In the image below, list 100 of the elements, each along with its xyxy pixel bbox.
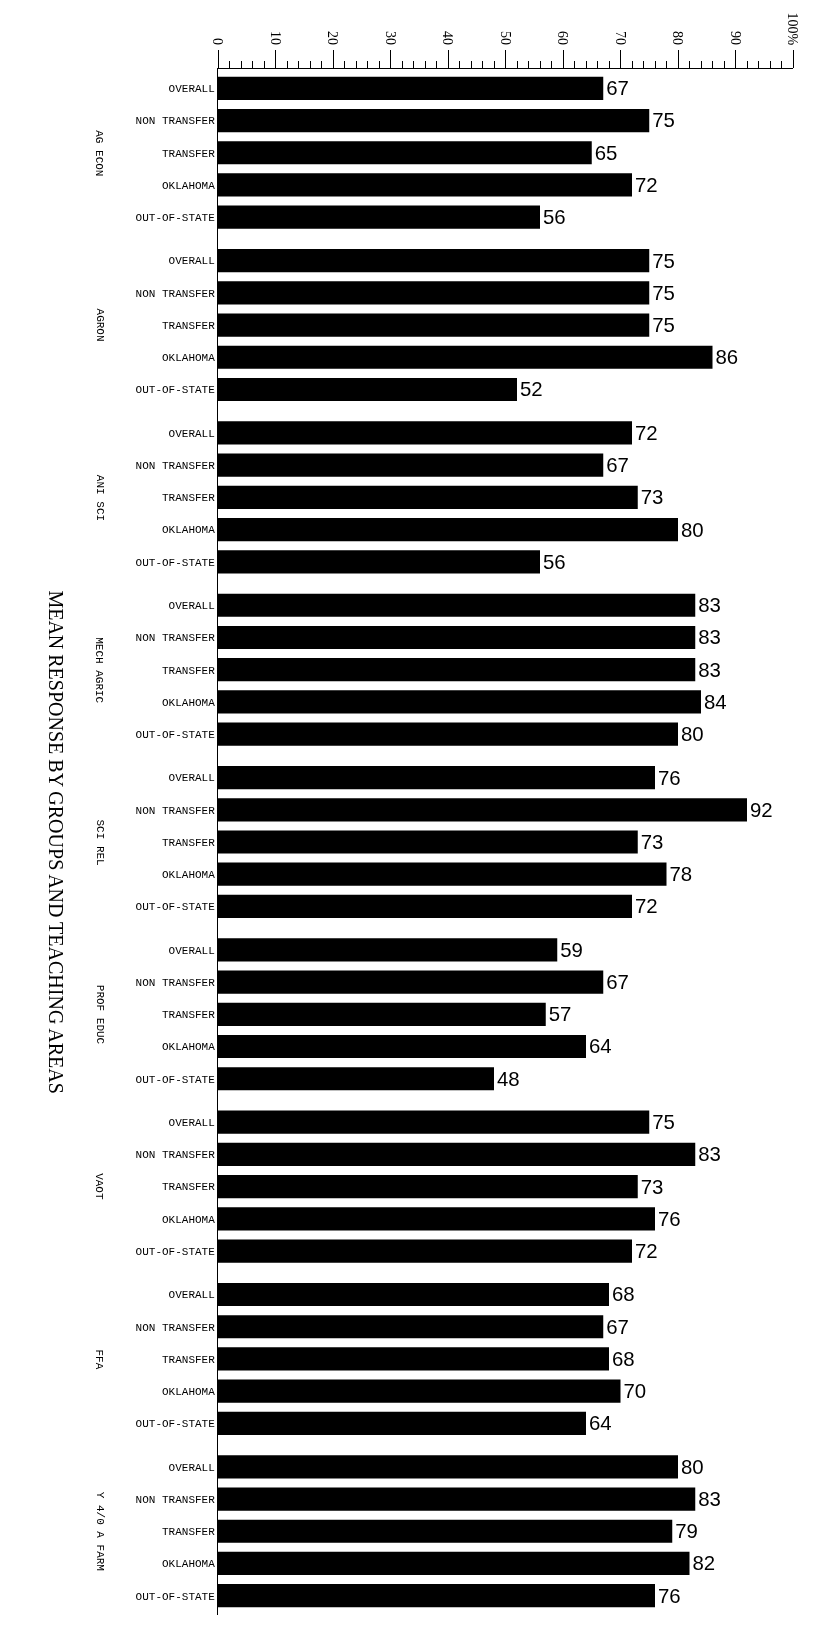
data-label: 72 xyxy=(635,1240,658,1262)
y-tick-label: NON TRANSFER xyxy=(135,1493,216,1506)
data-label: 84 xyxy=(704,690,727,713)
data-label: 75 xyxy=(652,281,675,304)
y-tick-label: NON TRANSFER xyxy=(135,804,216,817)
y-tick-label: OVERALL xyxy=(168,772,215,785)
data-label: 72 xyxy=(635,895,658,918)
y-tick-label: OKLAHOMA xyxy=(161,1386,216,1398)
x-tick-label: 60 xyxy=(555,31,571,46)
data-label: 64 xyxy=(589,1035,612,1058)
y-tick-label: OKLAHOMA xyxy=(161,869,216,882)
y-tick-label: OVERALL xyxy=(168,1461,215,1474)
data-label: 82 xyxy=(692,1552,716,1575)
y-tick-label: NON TRANSFER xyxy=(135,976,216,989)
y-tick-label: OVERALL xyxy=(168,600,215,613)
y-tick-label: TRANSFER xyxy=(161,147,216,160)
y-tick-label: OUT-OF-STATE xyxy=(135,384,216,397)
data-label: 48 xyxy=(497,1067,520,1090)
data-label: 73 xyxy=(640,830,664,853)
data-label: 72 xyxy=(635,173,658,196)
data-label: 76 xyxy=(658,1584,681,1607)
data-label: 52 xyxy=(520,378,543,401)
data-label: 70 xyxy=(623,1380,647,1403)
y-tick-label: TRANSFER xyxy=(161,492,216,505)
data-label: 80 xyxy=(681,1455,704,1478)
data-label: 83 xyxy=(698,1488,721,1511)
y-tick-label: OVERALL xyxy=(168,1117,215,1130)
data-label: 83 xyxy=(698,658,721,681)
data-label: 80 xyxy=(681,518,704,541)
text: AGRON xyxy=(93,308,106,342)
y-tick-label: OUT-OF-STATE xyxy=(135,1418,216,1431)
y-tick-label: TRANSFER xyxy=(161,319,216,332)
text: PROF EDUC xyxy=(93,984,106,1045)
data-label: 57 xyxy=(548,1003,572,1026)
text: MEAN RESPONSE BY GROUPS AND TEACHING AREAS xyxy=(44,590,67,1094)
x-tick-label: 70 xyxy=(612,31,628,46)
y-tick-label: OVERALL xyxy=(168,427,215,440)
y-tick-label: OKLAHOMA xyxy=(161,1041,216,1054)
y-tick-label: OVERALL xyxy=(168,255,215,268)
data-label: 92 xyxy=(750,798,773,821)
x-tick-label: 10 xyxy=(267,31,283,46)
x-tick-label: 0 xyxy=(210,38,226,46)
y-tick-label: NON TRANSFER xyxy=(135,287,216,300)
data-label: 76 xyxy=(658,1207,681,1230)
data-label: 65 xyxy=(594,141,618,164)
y-tick-label: OVERALL xyxy=(168,83,215,96)
x-tick-label: 20 xyxy=(325,31,341,46)
y-tick-label: NON TRANSFER xyxy=(135,1321,216,1334)
y-tick-label: OVERALL xyxy=(168,1289,215,1302)
x-tick-label: 40 xyxy=(440,31,456,46)
text: FFA xyxy=(93,1349,106,1370)
y-tick-label: OKLAHOMA xyxy=(161,524,216,537)
data-label: 64 xyxy=(589,1412,612,1435)
y-tick-label: TRANSFER xyxy=(161,1181,216,1194)
data-label: 78 xyxy=(669,863,693,886)
y-tick-label: TRANSFER xyxy=(161,1526,216,1539)
y-tick-label: NON TRANSFER xyxy=(135,632,216,645)
y-tick-label: OVERALL xyxy=(168,944,215,957)
y-tick-label: OUT-OF-STATE xyxy=(135,728,216,741)
data-label: 76 xyxy=(658,766,681,789)
data-label: 75 xyxy=(652,314,675,337)
y-tick-label: TRANSFER xyxy=(161,664,216,677)
y-tick-label: TRANSFER xyxy=(161,1009,216,1022)
x-tick-label: 90 xyxy=(727,31,743,46)
text: SCI REL xyxy=(93,819,106,866)
y-tick-label: OUT-OF-STATE xyxy=(135,901,216,914)
data-label: 75 xyxy=(652,249,675,272)
y-tick-label: TRANSFER xyxy=(161,836,216,849)
y-tick-label: TRANSFER xyxy=(161,1353,216,1366)
y-tick-label: OKLAHOMA xyxy=(161,1558,216,1571)
y-tick-label: OUT-OF-STATE xyxy=(135,1073,216,1086)
data-label: 83 xyxy=(698,1143,721,1166)
data-label: 67 xyxy=(606,1315,629,1338)
x-tick-label: 80 xyxy=(670,31,686,46)
y-tick-label: NON TRANSFER xyxy=(135,1149,216,1162)
data-label: 73 xyxy=(640,1175,664,1198)
data-label: 75 xyxy=(652,109,675,132)
data-label: 67 xyxy=(606,971,629,994)
text: Y 4/0 A FARM xyxy=(93,1491,106,1571)
data-label: 56 xyxy=(543,206,566,229)
data-label: 68 xyxy=(612,1347,635,1370)
y-tick-label: OKLAHOMA xyxy=(161,179,216,192)
y-tick-label: NON TRANSFER xyxy=(135,115,216,128)
data-label: 79 xyxy=(675,1520,698,1543)
y-tick-label: OUT-OF-STATE xyxy=(135,556,216,569)
data-label: 75 xyxy=(652,1111,675,1134)
data-label: 80 xyxy=(681,723,704,746)
text: MECH AGRIC xyxy=(93,637,106,704)
text: ANI SCI xyxy=(93,474,106,522)
x-tick-label: 100% xyxy=(785,12,801,46)
y-tick-label: OUT-OF-STATE xyxy=(135,212,216,225)
data-label: 73 xyxy=(640,486,664,509)
data-label: 83 xyxy=(698,626,721,649)
x-tick-label: 30 xyxy=(382,31,398,46)
data-label: 56 xyxy=(543,550,566,573)
data-label: 59 xyxy=(560,938,583,961)
y-tick-label: OKLAHOMA xyxy=(161,1213,216,1226)
text: VAOT xyxy=(93,1173,106,1200)
y-tick-label: OUT-OF-STATE xyxy=(135,1590,216,1603)
x-tick-label: 50 xyxy=(497,31,513,46)
